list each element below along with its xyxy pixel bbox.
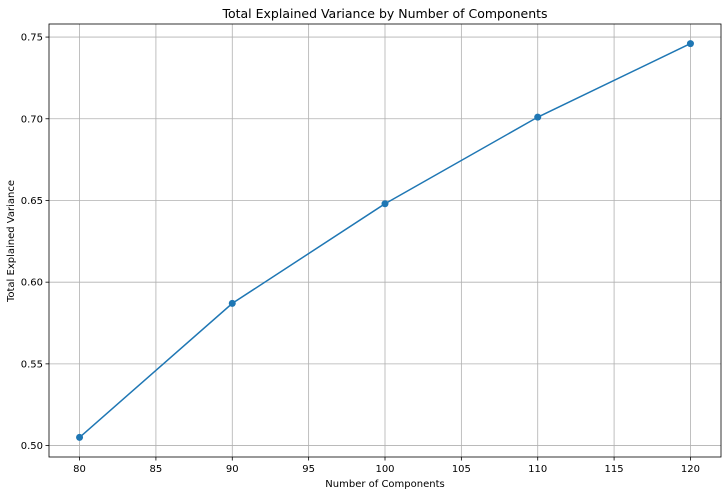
data-point: [534, 113, 542, 121]
x-tick-label: 110: [528, 464, 547, 475]
x-tick-label: 95: [302, 464, 315, 475]
chart-title: Total Explained Variance by Number of Co…: [221, 6, 547, 21]
data-point: [686, 40, 694, 48]
x-tick-label: 105: [452, 464, 471, 475]
x-axis-label: Number of Components: [325, 479, 444, 490]
data-point: [76, 433, 84, 441]
y-tick-label: 0.50: [21, 441, 43, 452]
series-layer: [76, 40, 694, 441]
y-tick-label: 0.75: [21, 33, 43, 44]
x-tick-label: 120: [681, 464, 700, 475]
data-point: [228, 299, 236, 307]
y-tick-label: 0.65: [21, 196, 43, 207]
grid: [49, 24, 721, 457]
axis-ticks: 80 85 90 95 100 105 110 115 120 0.50 0.55 0.60 0.65 0…: [21, 33, 700, 475]
x-tick-label: 100: [375, 464, 394, 475]
y-tick-label: 0.70: [21, 114, 43, 125]
y-axis-label: Total Explained Variance: [6, 180, 17, 303]
x-tick-label: 85: [150, 464, 163, 475]
x-tick-label: 90: [226, 464, 239, 475]
data-point: [381, 200, 389, 208]
x-tick-label: 115: [605, 464, 624, 475]
y-tick-label: 0.55: [21, 359, 43, 370]
y-tick-label: 0.60: [21, 278, 43, 289]
x-tick-label: 80: [73, 464, 86, 475]
